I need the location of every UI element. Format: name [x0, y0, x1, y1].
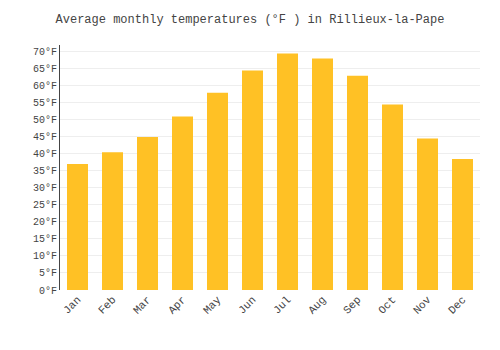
svg-text:Jan: Jan [61, 294, 83, 316]
svg-text:60°F: 60°F [33, 81, 57, 92]
svg-text:Average monthly temperatures (: Average monthly temperatures (°F ) in Ri… [56, 13, 445, 27]
svg-text:Jul: Jul [271, 294, 293, 316]
svg-text:May: May [201, 294, 224, 317]
svg-text:Mar: Mar [131, 294, 153, 316]
svg-text:Aug: Aug [306, 294, 328, 316]
svg-text:35°F: 35°F [33, 166, 57, 177]
svg-text:10°F: 10°F [33, 251, 57, 262]
svg-text:25°F: 25°F [33, 200, 57, 211]
svg-text:20°F: 20°F [33, 217, 57, 228]
svg-text:Feb: Feb [96, 294, 118, 316]
svg-text:45°F: 45°F [33, 132, 57, 143]
svg-text:30°F: 30°F [33, 183, 57, 194]
svg-text:5°F: 5°F [39, 268, 57, 279]
svg-text:Oct: Oct [376, 294, 398, 316]
svg-text:15°F: 15°F [33, 234, 57, 245]
svg-text:Apr: Apr [166, 294, 188, 316]
svg-text:55°F: 55°F [33, 98, 57, 109]
svg-text:0°F: 0°F [39, 286, 57, 297]
svg-text:Nov: Nov [411, 294, 434, 317]
svg-text:65°F: 65°F [33, 64, 57, 75]
svg-text:Sep: Sep [341, 294, 363, 316]
svg-text:40°F: 40°F [33, 149, 57, 160]
svg-text:Jun: Jun [236, 294, 258, 316]
svg-text:50°F: 50°F [33, 115, 57, 126]
svg-text:70°F: 70°F [33, 47, 57, 58]
svg-text:Dec: Dec [446, 294, 468, 316]
